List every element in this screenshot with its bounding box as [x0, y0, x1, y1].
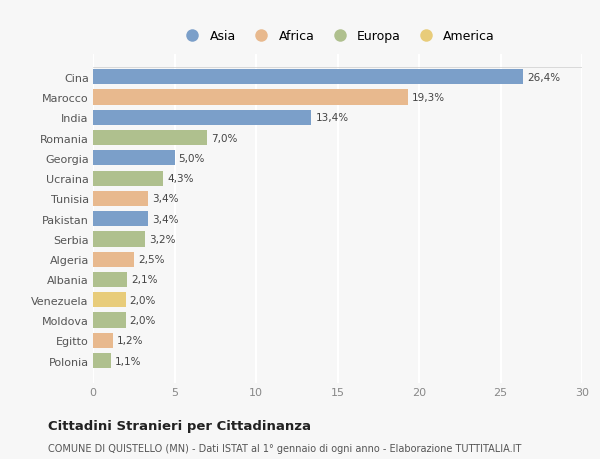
Bar — [93, 252, 134, 267]
Text: 1,2%: 1,2% — [116, 336, 143, 346]
Text: 3,2%: 3,2% — [149, 235, 176, 244]
Bar — [93, 272, 127, 287]
Text: 5,0%: 5,0% — [179, 153, 205, 163]
Text: 2,0%: 2,0% — [130, 295, 156, 305]
Bar — [93, 191, 148, 207]
Bar — [93, 333, 113, 348]
Text: 26,4%: 26,4% — [527, 73, 560, 83]
Bar — [93, 313, 125, 328]
Text: 4,3%: 4,3% — [167, 174, 194, 184]
Bar — [93, 90, 407, 106]
Bar — [93, 111, 311, 126]
Bar — [93, 171, 163, 186]
Text: 3,4%: 3,4% — [152, 194, 179, 204]
Text: 7,0%: 7,0% — [211, 133, 238, 143]
Text: 3,4%: 3,4% — [152, 214, 179, 224]
Text: 2,1%: 2,1% — [131, 275, 158, 285]
Text: 2,5%: 2,5% — [138, 255, 164, 265]
Bar — [93, 70, 523, 85]
Text: 1,1%: 1,1% — [115, 356, 142, 366]
Legend: Asia, Africa, Europa, America: Asia, Africa, Europa, America — [175, 25, 500, 48]
Text: COMUNE DI QUISTELLO (MN) - Dati ISTAT al 1° gennaio di ogni anno - Elaborazione : COMUNE DI QUISTELLO (MN) - Dati ISTAT al… — [48, 443, 521, 453]
Bar — [93, 151, 175, 166]
Bar — [93, 232, 145, 247]
Bar — [93, 292, 125, 308]
Bar — [93, 212, 148, 227]
Text: 13,4%: 13,4% — [316, 113, 349, 123]
Bar — [93, 353, 111, 368]
Text: Cittadini Stranieri per Cittadinanza: Cittadini Stranieri per Cittadinanza — [48, 419, 311, 432]
Text: 2,0%: 2,0% — [130, 315, 156, 325]
Bar — [93, 131, 207, 146]
Text: 19,3%: 19,3% — [412, 93, 445, 103]
